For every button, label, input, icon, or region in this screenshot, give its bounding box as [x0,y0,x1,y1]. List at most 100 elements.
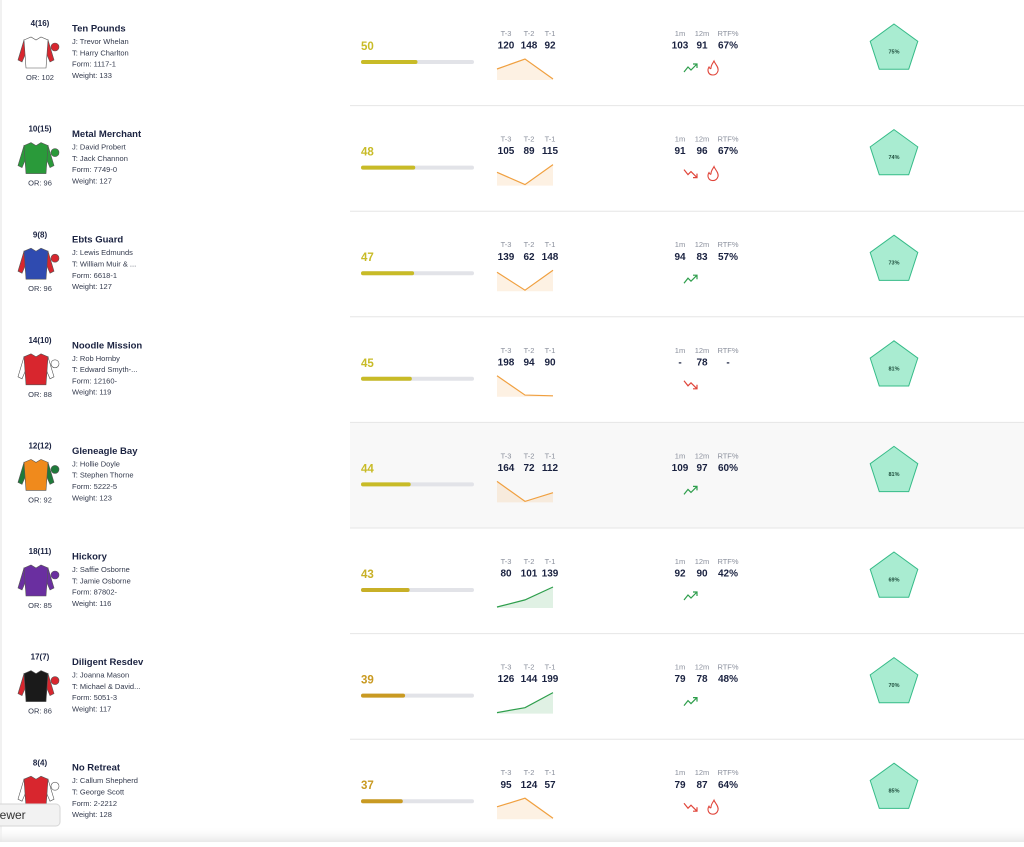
stat-header: RTF% [717,240,738,249]
trend-header: T-1 [545,240,556,249]
stat-value: 67% [718,41,738,52]
silk-body [23,247,49,280]
runner-number: 4(16) [31,19,50,28]
runner-number: 12(12) [28,442,51,451]
stat-value: 96 [696,146,708,157]
silk-body [23,564,49,597]
rating-bar [361,588,410,592]
horse-name: Noodle Mission [72,340,142,351]
silk-body [23,353,49,386]
jockey: J: Joanna Mason [72,671,129,680]
stat-value: 67% [718,146,738,157]
stat-value: 103 [672,41,689,52]
runner-row: 10(15) OR: 96 Metal Merchant J: David Probe… [17,105,1024,188]
horse-name: No Retreat [72,763,121,774]
trend-header: T-2 [524,768,535,777]
official-rating: OR: 92 [28,495,52,504]
stat-header: 1m [675,135,685,144]
stat-value: 83 [696,252,708,263]
rating-bar [361,376,412,381]
official-rating: OR: 88 [28,390,52,399]
bottom-fade [0,826,1024,842]
stat-header: 1m [675,240,685,249]
trainer: T: Michael & David... [72,682,140,691]
trend-value: 105 [498,146,515,157]
trainer: T: George Scott [72,787,125,796]
trend-header: T-2 [524,29,535,38]
horse-name: Gleneagle Bay [72,446,138,457]
rating-bar [361,271,415,276]
stat-value: - [678,357,681,368]
sparkline-area [497,164,553,186]
stat-header: 12m [695,135,710,144]
trend-value: 139 [498,252,515,263]
stat-header: 12m [695,557,710,566]
rtf-pentagon [869,128,919,176]
rating-value: 44 [361,463,374,475]
rating-bar [361,693,406,698]
trend-value: 144 [521,674,538,685]
trend-value: 126 [498,674,515,685]
rtf-badge: 73% [888,261,899,267]
silk-cap [50,570,60,580]
horse-name: Diligent Resdev [72,657,144,668]
trend-header: T-1 [545,29,556,38]
trainer: T: William Muir & ... [72,259,136,268]
silk-body [23,670,49,702]
rating-bar [361,60,418,64]
form: Form: 6618-1 [72,271,117,280]
trend-header: T-2 [524,135,535,144]
trend-value: 198 [498,357,515,368]
silk-cap [50,465,60,474]
weight: Weight: 133 [72,71,112,80]
sparkline [496,164,554,186]
trend-down-icon [683,380,698,390]
stat-value: 78 [696,357,708,368]
hot-icon [707,59,719,76]
trend-value: 94 [523,357,535,368]
sparkline-area [497,59,553,80]
sparkline-area [497,587,553,608]
rtf-badge: 81% [888,472,899,478]
form: Form: 87802- [72,588,118,597]
trend-value: 89 [523,146,535,157]
trend-header: T-3 [501,451,512,460]
stat-header: RTF% [717,768,738,777]
trend-down-icon [683,802,698,812]
sparkline [496,586,554,608]
trainer: T: Jamie Osborne [72,576,131,585]
trainer: T: Stephen Thorne [72,471,134,480]
rtf-badge: 69% [888,577,899,583]
rtf-pentagon [869,234,919,281]
runner-row: 4(16) OR: 102 Ten Pounds J: Trevor Whelan T:… [17,19,919,82]
trend-header: T-3 [501,135,512,144]
row-highlight [350,422,1024,528]
stat-header: 12m [695,29,710,38]
rtf-pentagon [869,445,919,493]
stat-header: 12m [695,240,710,249]
trend-value: 101 [521,569,538,580]
horse-name: Hickory [72,552,108,563]
trend-value: 95 [500,780,512,791]
rtf-pentagon [869,340,919,387]
jockey: J: Saffie Osborne [72,565,130,574]
trend-header: T-2 [524,240,535,249]
rtf-pentagon [869,762,919,809]
rating-bar [361,799,403,804]
rating-value: 50 [361,41,374,53]
stat-value: 91 [696,41,708,52]
trend-header: T-3 [501,663,512,672]
horse-name: Ten Pounds [72,24,126,35]
form: Form: 5051-3 [72,693,117,702]
rtf-badge: 81% [888,366,899,372]
stat-value: 57% [718,252,738,263]
trend-header: T-1 [545,663,556,672]
trend-up-icon [683,591,698,601]
rtf-badge: 70% [888,683,899,689]
hot-icon [707,165,719,182]
runner-number: 17(7) [31,653,50,662]
form: Form: 7749-0 [72,165,117,174]
trend-value: 148 [542,252,559,263]
stat-value: 90 [696,569,708,580]
